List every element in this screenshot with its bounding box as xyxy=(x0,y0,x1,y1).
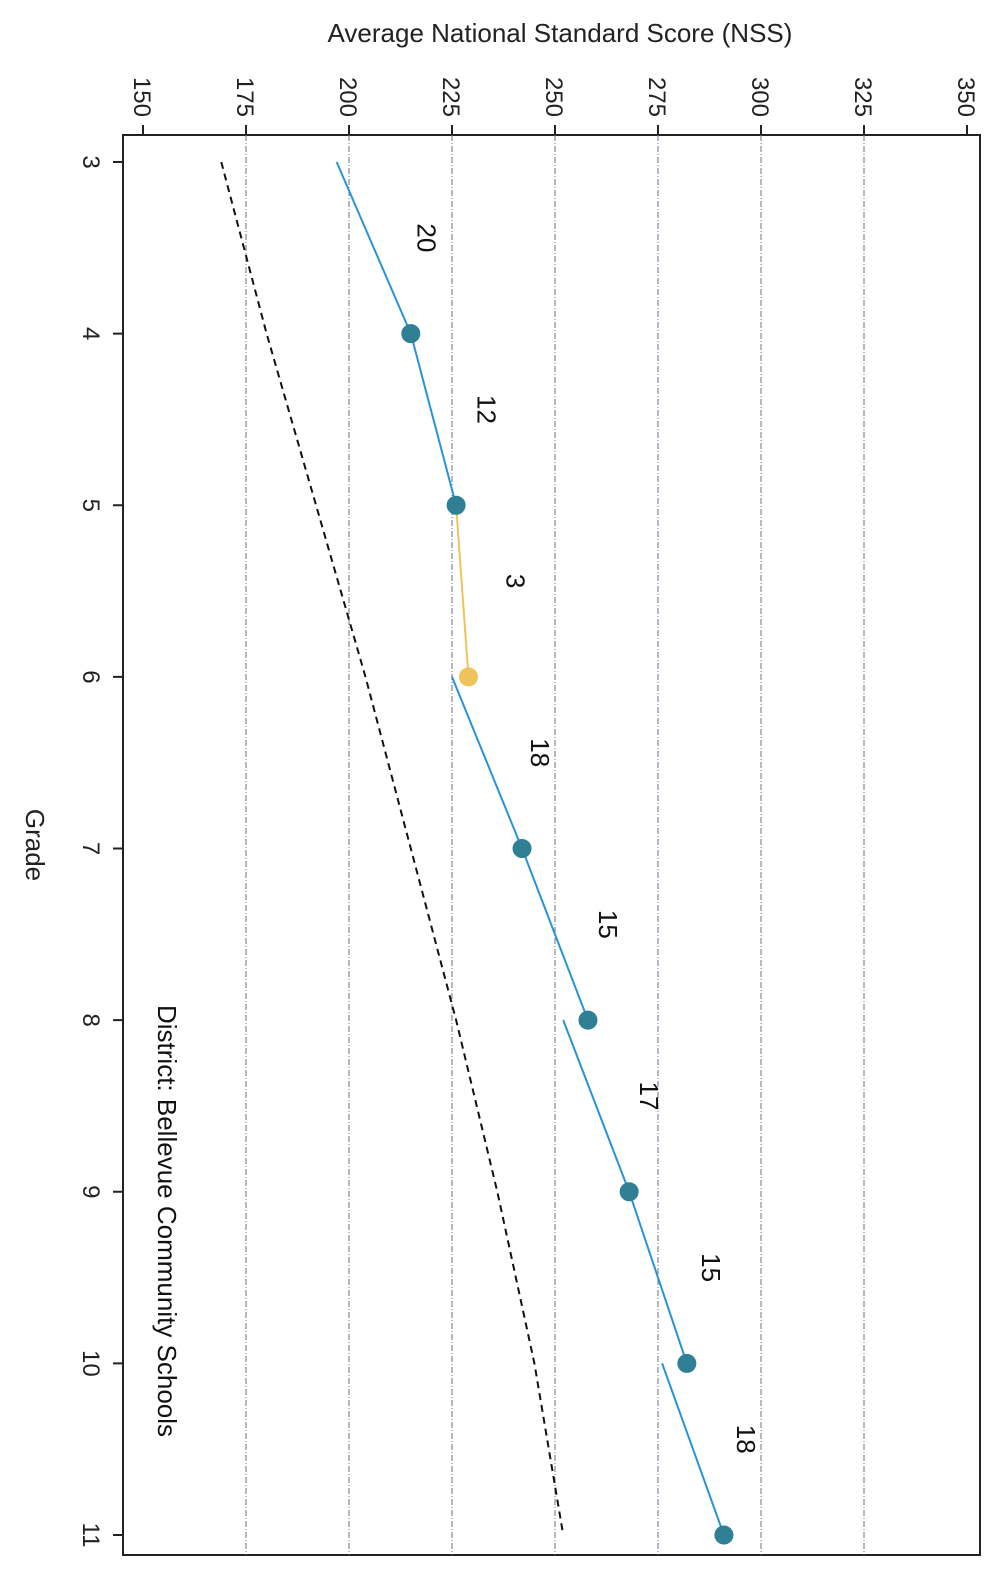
growth-segment-8 xyxy=(661,1363,725,1536)
y-tick-label-150: 150 xyxy=(128,77,155,117)
y-axis-ticks: 150 175 200 225 250 275 300 325 350 xyxy=(128,77,979,135)
reference-line-path xyxy=(220,161,565,1536)
growth-segment-7 xyxy=(628,1191,688,1364)
y-tick-label-250: 250 xyxy=(540,77,567,117)
x-tick-label-10: 10 xyxy=(77,1350,104,1377)
growth-segments xyxy=(335,161,725,1536)
growth-segment-6 xyxy=(562,1019,631,1193)
y-tick-label-275: 275 xyxy=(643,77,670,117)
y-tick-label-200: 200 xyxy=(334,77,361,117)
data-point-grade-10 xyxy=(677,1353,697,1373)
data-point-grade-7 xyxy=(512,839,532,858)
data-point-grade-8 xyxy=(578,1010,598,1030)
data-point-grade-4 xyxy=(401,324,421,344)
growth-label-1: 20 xyxy=(412,223,442,252)
growth-labels: 20 12 3 18 15 17 15 18 xyxy=(412,223,761,1453)
data-point-grade-11 xyxy=(714,1525,734,1545)
plot-frame xyxy=(122,134,981,1556)
x-axis-title: Grade xyxy=(20,809,50,881)
growth-segment-5 xyxy=(521,848,589,1021)
x-tick-label-11: 11 xyxy=(77,1523,104,1548)
y-tick-label-225: 225 xyxy=(437,77,464,117)
growth-label-6: 17 xyxy=(634,1081,664,1110)
x-tick-label-4: 4 xyxy=(77,327,104,340)
y-tick-label-175: 175 xyxy=(231,77,258,117)
y-tick-label-325: 325 xyxy=(849,77,876,117)
x-tick-label-8: 8 xyxy=(77,1013,104,1026)
growth-label-3: 3 xyxy=(500,574,530,588)
growth-segment-4 xyxy=(451,676,523,849)
growth-label-2: 12 xyxy=(471,395,501,424)
y-tick-label-300: 300 xyxy=(746,77,773,117)
gridlines xyxy=(245,135,865,1555)
y-tick-label-350: 350 xyxy=(952,77,979,117)
reference-line xyxy=(220,161,565,1536)
data-points xyxy=(401,324,734,1545)
growth-label-8: 18 xyxy=(731,1425,761,1454)
data-point-grade-9 xyxy=(619,1182,639,1202)
growth-segment-3 xyxy=(455,505,470,677)
x-tick-label-6: 6 xyxy=(77,670,104,683)
x-tick-label-7: 7 xyxy=(77,842,104,855)
growth-segment-2 xyxy=(409,333,458,506)
district-annotation: District: Bellevue Community Schools xyxy=(152,1005,182,1437)
growth-segment-1 xyxy=(335,161,412,335)
growth-label-7: 15 xyxy=(696,1253,726,1282)
growth-label-5: 15 xyxy=(593,910,623,939)
x-tick-label-9: 9 xyxy=(77,1185,104,1198)
x-tick-label-5: 5 xyxy=(77,499,104,512)
data-point-grade-6 xyxy=(458,667,478,687)
y-axis-title: Average National Standard Score (NSS) xyxy=(328,18,793,48)
x-axis-ticks: 3 4 5 6 7 8 9 10 11 xyxy=(77,155,123,1547)
x-tick-label-3: 3 xyxy=(77,155,104,168)
data-point-grade-5 xyxy=(446,495,466,515)
growth-label-4: 18 xyxy=(525,738,555,767)
